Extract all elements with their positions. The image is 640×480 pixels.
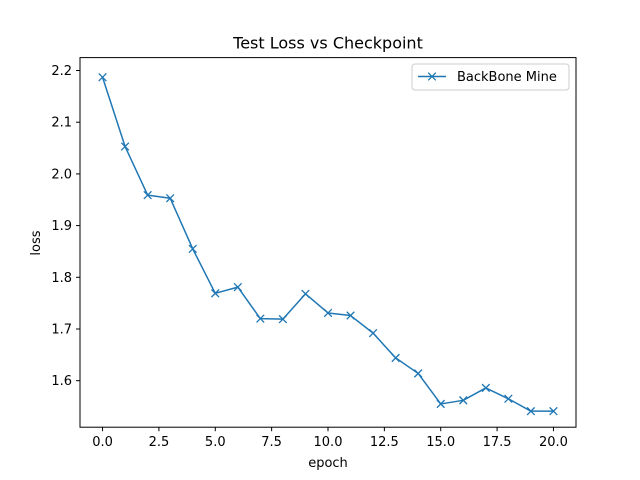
legend-x-marker-icon bbox=[427, 72, 437, 81]
y-tick-label: 1.6 bbox=[51, 374, 72, 389]
data-point bbox=[436, 399, 445, 409]
x-axis-label: epoch bbox=[308, 456, 348, 471]
x-tick-label: 7.5 bbox=[261, 435, 282, 450]
legend: BackBone Mine bbox=[411, 63, 570, 91]
x-tick-label: 12.5 bbox=[370, 435, 399, 450]
data-point bbox=[346, 311, 355, 320]
data-point bbox=[143, 190, 152, 200]
legend-label: BackBone Mine bbox=[457, 70, 557, 85]
data-point bbox=[165, 193, 175, 203]
data-point bbox=[368, 328, 378, 338]
y-tick-label: 2.1 bbox=[51, 116, 72, 131]
data-point bbox=[278, 314, 288, 324]
data-point bbox=[413, 369, 423, 378]
x-tick-label: 10.0 bbox=[314, 435, 343, 450]
data-point bbox=[211, 289, 220, 298]
legend-box bbox=[411, 63, 570, 91]
data-point bbox=[188, 244, 197, 254]
data-point bbox=[233, 282, 243, 292]
plot-area bbox=[80, 57, 576, 428]
x-tick-label: 20.0 bbox=[539, 435, 568, 450]
x-tick-label: 15.0 bbox=[426, 435, 455, 450]
chart-title: Test Loss vs Checkpoint bbox=[232, 34, 423, 53]
y-tick-label: 2.0 bbox=[51, 167, 72, 182]
data-point bbox=[256, 314, 265, 323]
x-tick-label: 5.0 bbox=[205, 435, 226, 450]
data-point bbox=[459, 396, 468, 405]
x-tick-label: 2.5 bbox=[149, 435, 170, 450]
data-point bbox=[323, 308, 333, 318]
y-axis-label: loss bbox=[29, 230, 44, 255]
y-tick-label: 2.2 bbox=[51, 64, 72, 79]
plot-frame bbox=[79, 57, 577, 428]
data-point bbox=[481, 383, 491, 393]
series-layer bbox=[98, 72, 558, 416]
y-tick-label: 1.7 bbox=[51, 322, 72, 337]
x-axis-ticks: 0.0 2.5 5.0 7.5 10.0 12.5 15.0 17.5 20.0 bbox=[92, 427, 568, 450]
data-point bbox=[301, 289, 310, 299]
data-point bbox=[98, 72, 107, 82]
y-tick-label: 1.9 bbox=[51, 219, 72, 234]
y-axis-ticks: 1.6 1.7 1.8 1.9 2.0 2.1 2.2 bbox=[51, 64, 80, 389]
data-point bbox=[504, 394, 513, 404]
data-point bbox=[549, 406, 558, 416]
data-point bbox=[526, 406, 536, 416]
y-tick-label: 1.8 bbox=[51, 271, 72, 286]
x-tick-label: 17.5 bbox=[483, 435, 512, 450]
data-point bbox=[391, 353, 400, 363]
x-tick-label: 0.0 bbox=[92, 435, 113, 450]
data-point bbox=[120, 142, 130, 151]
